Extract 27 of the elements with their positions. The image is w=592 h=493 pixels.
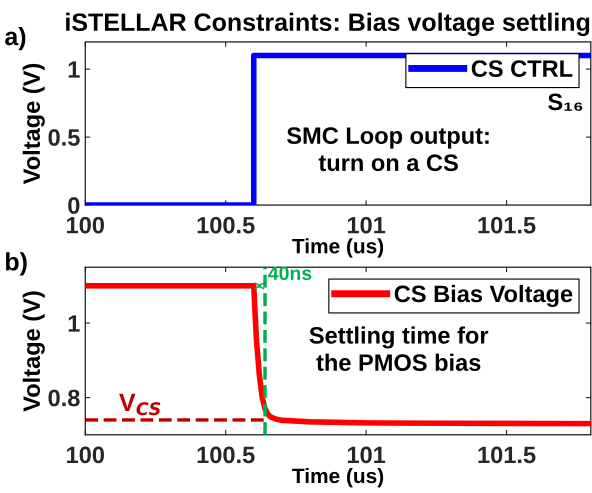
text: a)	[5, 26, 26, 50]
annotation: SMC Loop output: turn on a CS	[286, 127, 489, 172]
legend-label: CS CTRL	[472, 60, 572, 77]
text: b)	[6, 252, 27, 276]
y-tick-label: 0.5	[48, 129, 80, 146]
x-tick-label: 101	[348, 216, 386, 234]
y-tick-label: 0.8	[48, 390, 80, 406]
chart-title: iSTELLAR Constraints: Bias voltage settling	[66, 12, 590, 36]
annotation: S₁₆	[548, 94, 582, 111]
y-tick-label: 1	[68, 61, 80, 78]
x-tick-label: 100	[67, 216, 104, 234]
x-tick-label: 101.5	[478, 446, 536, 464]
x-tick-label: 101.5	[478, 216, 536, 234]
ref-line-label: V$_{CS}$	[119, 394, 160, 416]
y-tick-label: 0	[68, 197, 80, 214]
x-tick-label: 100.5	[198, 446, 255, 464]
x-tick-label: 100	[67, 446, 104, 464]
x-axis-title: Time (us)	[292, 468, 384, 488]
ref-line-label: 40ns	[268, 266, 312, 280]
x-tick-label: 100.5	[198, 216, 255, 234]
legend-label: CS Bias Voltage	[394, 284, 572, 308]
x-tick-label: 101	[348, 446, 386, 464]
annotation: Settling time for the PMOS bias	[310, 326, 488, 371]
y-tick-label: 1	[68, 315, 80, 332]
y-axis-title: Voltage (V)	[22, 64, 45, 184]
y-axis-title: Voltage (V)	[22, 291, 45, 412]
x-axis-title: Time (us)	[292, 238, 384, 258]
